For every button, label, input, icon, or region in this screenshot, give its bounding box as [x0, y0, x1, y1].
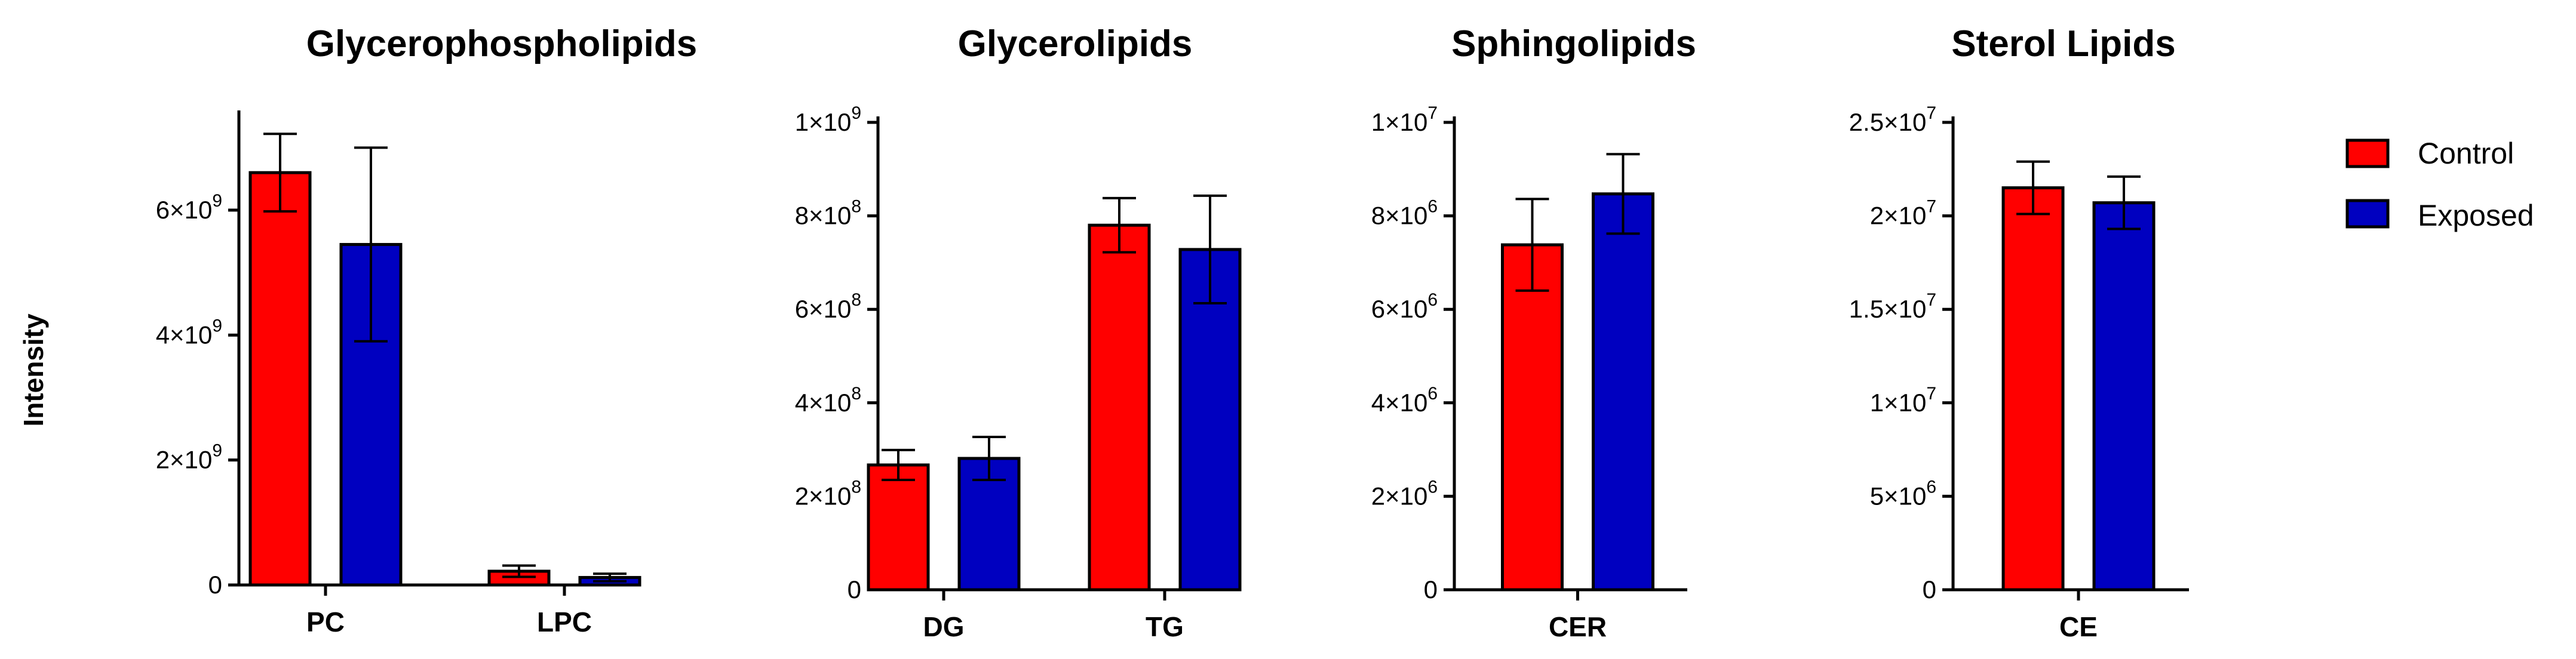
y-tick-label: 1×107: [1371, 103, 1438, 136]
panel-sterol-lipids: Sterol Lipids 0 5×106 1×107 1.5×107 2×107 2.5…: [1849, 23, 2189, 642]
y-tick-label: 0: [1424, 575, 1438, 603]
y-axis-label: Intensity: [18, 313, 49, 427]
y-tick-label: 2×109: [156, 441, 222, 474]
x-tick-label: CER: [1549, 611, 1607, 642]
x-tick-label: LPC: [537, 606, 592, 638]
panel-title: Sphingolipids: [1451, 23, 1696, 64]
panel-sphingolipids: Sphingolipids 0 2×106 4×106 6×106 8×106 1×107…: [1371, 23, 1696, 642]
y-tick-label: 1×109: [795, 103, 861, 136]
y-tick-label: 4×106: [1371, 384, 1438, 417]
bar-control-ce: [2001, 186, 2065, 592]
legend-swatch-exposed: [2345, 199, 2390, 229]
y-tick-label: 6×106: [1371, 290, 1438, 323]
legend-label-exposed: Exposed: [2418, 199, 2534, 232]
y-tick-label: 8×106: [1371, 197, 1438, 230]
legend-swatch-control: [2345, 138, 2390, 168]
panel-glycerophospholipids: Glycerophospholipids 0 2×109 4×109 6×109 PC L…: [156, 23, 698, 638]
panel-title: Sterol Lipids: [1951, 23, 2175, 64]
y-tick-label: 0: [208, 571, 222, 599]
y-tick-label: 2×107: [1870, 197, 1936, 230]
y-tick-label: 5×106: [1870, 477, 1936, 510]
y-tick-label: 2×106: [1371, 477, 1438, 510]
panel-glycerolipids: Glycerolipids 0 2×108 4×108 6×108 8×108 1×109…: [795, 23, 1242, 642]
y-tick-label: 4×108: [795, 384, 861, 417]
panel-title: Glycerolipids: [958, 23, 1193, 64]
y-tick-label: 0: [1923, 575, 1936, 603]
bar-control-pc: [248, 171, 312, 587]
x-tick-label: CE: [2059, 611, 2098, 642]
bar-control-tg: [1088, 223, 1151, 592]
bar-exposed-cer: [1592, 192, 1654, 592]
legend-label-control: Control: [2418, 137, 2514, 170]
y-tick-label: 2×108: [795, 477, 861, 510]
panel-title: Glycerophospholipids: [306, 23, 698, 64]
y-tick-label: 8×108: [795, 197, 861, 230]
y-tick-label: 1×107: [1870, 384, 1936, 417]
y-tick-label: 2.5×107: [1849, 103, 1936, 136]
legend: Control Exposed: [2345, 137, 2534, 232]
x-tick-label: PC: [306, 606, 345, 638]
y-tick-label: 6×108: [795, 290, 861, 323]
y-tick-label: 4×109: [156, 316, 222, 349]
bar-exposed-tg: [1178, 248, 1242, 592]
bar-control-dg: [867, 463, 930, 592]
y-tick-label: 6×109: [156, 191, 222, 224]
bar-exposed-ce: [2092, 201, 2156, 592]
y-tick-label: 1.5×107: [1849, 290, 1936, 323]
y-tick-label: 0: [848, 575, 861, 603]
bar-control-cer: [1501, 243, 1564, 592]
x-tick-label: TG: [1146, 611, 1184, 642]
x-tick-label: DG: [923, 611, 965, 642]
